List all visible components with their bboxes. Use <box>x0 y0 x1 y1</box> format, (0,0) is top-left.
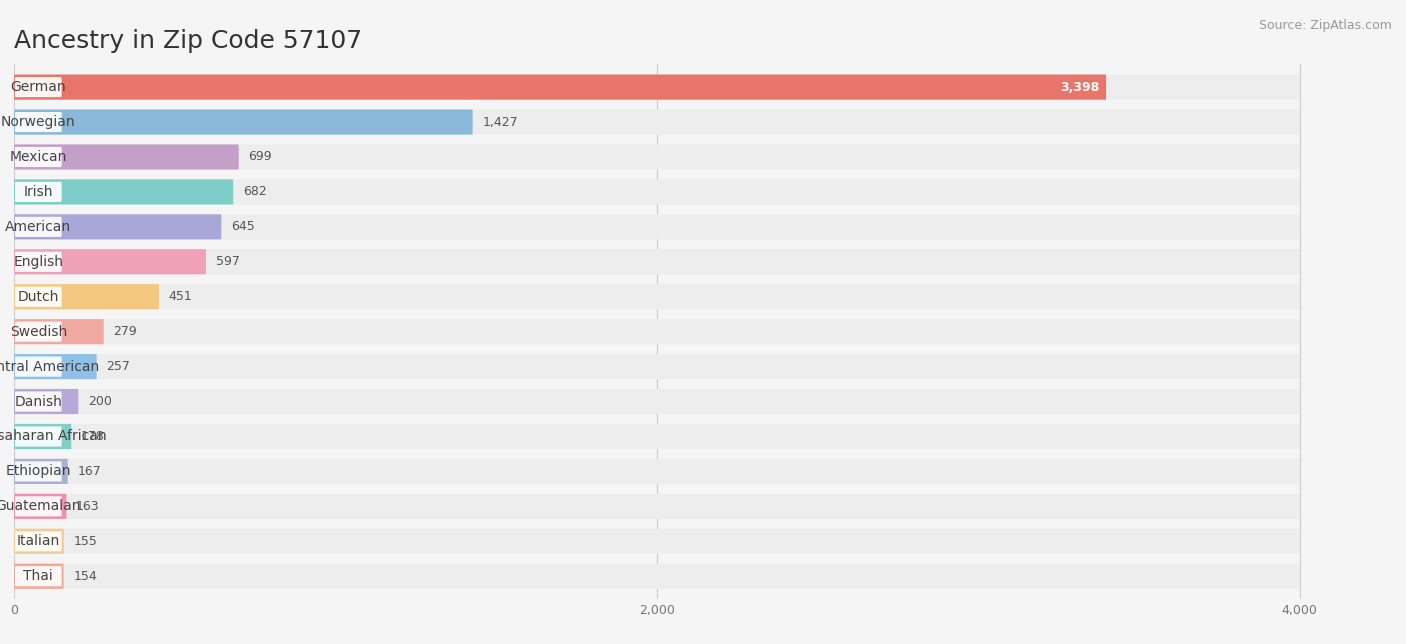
FancyBboxPatch shape <box>15 392 62 412</box>
Text: Guatemalan: Guatemalan <box>0 499 82 513</box>
Text: 178: 178 <box>82 430 105 443</box>
FancyBboxPatch shape <box>14 179 1299 205</box>
Text: Central American: Central American <box>0 359 98 374</box>
Text: 3,398: 3,398 <box>1060 80 1099 93</box>
Text: 154: 154 <box>73 570 97 583</box>
FancyBboxPatch shape <box>14 75 1107 100</box>
Text: 279: 279 <box>114 325 138 338</box>
Text: Swedish: Swedish <box>10 325 67 339</box>
Text: Ancestry in Zip Code 57107: Ancestry in Zip Code 57107 <box>14 29 363 53</box>
FancyBboxPatch shape <box>14 144 239 169</box>
FancyBboxPatch shape <box>15 147 62 167</box>
Text: Irish: Irish <box>24 185 53 199</box>
FancyBboxPatch shape <box>15 287 62 307</box>
FancyBboxPatch shape <box>14 249 205 274</box>
FancyBboxPatch shape <box>14 424 1299 449</box>
Text: Subsaharan African: Subsaharan African <box>0 430 105 444</box>
FancyBboxPatch shape <box>14 389 79 414</box>
FancyBboxPatch shape <box>14 319 1299 345</box>
FancyBboxPatch shape <box>15 182 62 202</box>
Text: 645: 645 <box>231 220 254 233</box>
Text: Mexican: Mexican <box>10 150 67 164</box>
Text: Norwegian: Norwegian <box>1 115 76 129</box>
Text: 155: 155 <box>73 535 97 548</box>
Text: Dutch: Dutch <box>18 290 59 304</box>
Text: Danish: Danish <box>14 395 62 408</box>
FancyBboxPatch shape <box>14 564 1299 589</box>
FancyBboxPatch shape <box>15 426 62 446</box>
FancyBboxPatch shape <box>15 321 62 342</box>
FancyBboxPatch shape <box>14 214 221 240</box>
FancyBboxPatch shape <box>14 459 1299 484</box>
FancyBboxPatch shape <box>14 144 1299 169</box>
FancyBboxPatch shape <box>14 284 1299 309</box>
Text: 200: 200 <box>89 395 112 408</box>
Text: 682: 682 <box>243 185 267 198</box>
Text: 167: 167 <box>77 465 101 478</box>
FancyBboxPatch shape <box>14 564 63 589</box>
Text: Thai: Thai <box>24 569 53 583</box>
Text: American: American <box>6 220 72 234</box>
Text: English: English <box>13 255 63 269</box>
Text: German: German <box>10 80 66 94</box>
FancyBboxPatch shape <box>15 112 62 132</box>
FancyBboxPatch shape <box>14 109 472 135</box>
Text: 597: 597 <box>215 255 239 269</box>
FancyBboxPatch shape <box>15 531 62 551</box>
FancyBboxPatch shape <box>14 109 1299 135</box>
FancyBboxPatch shape <box>14 354 1299 379</box>
Text: Ethiopian: Ethiopian <box>6 464 72 478</box>
FancyBboxPatch shape <box>14 529 63 554</box>
FancyBboxPatch shape <box>14 214 1299 240</box>
FancyBboxPatch shape <box>14 389 1299 414</box>
Text: 163: 163 <box>76 500 100 513</box>
Text: Italian: Italian <box>17 535 60 548</box>
Text: Source: ZipAtlas.com: Source: ZipAtlas.com <box>1258 19 1392 32</box>
FancyBboxPatch shape <box>15 252 62 272</box>
FancyBboxPatch shape <box>15 77 62 97</box>
Text: 257: 257 <box>107 360 131 373</box>
FancyBboxPatch shape <box>15 497 62 516</box>
FancyBboxPatch shape <box>14 494 66 519</box>
FancyBboxPatch shape <box>15 461 62 482</box>
Text: 451: 451 <box>169 290 193 303</box>
FancyBboxPatch shape <box>14 249 1299 274</box>
FancyBboxPatch shape <box>14 319 104 345</box>
Text: 699: 699 <box>249 151 271 164</box>
FancyBboxPatch shape <box>15 566 62 586</box>
FancyBboxPatch shape <box>14 529 1299 554</box>
FancyBboxPatch shape <box>14 284 159 309</box>
FancyBboxPatch shape <box>14 424 72 449</box>
FancyBboxPatch shape <box>14 354 97 379</box>
FancyBboxPatch shape <box>14 179 233 205</box>
FancyBboxPatch shape <box>15 217 62 237</box>
FancyBboxPatch shape <box>14 75 1299 100</box>
Text: 1,427: 1,427 <box>482 115 517 129</box>
FancyBboxPatch shape <box>14 459 67 484</box>
FancyBboxPatch shape <box>14 494 1299 519</box>
FancyBboxPatch shape <box>15 357 62 377</box>
